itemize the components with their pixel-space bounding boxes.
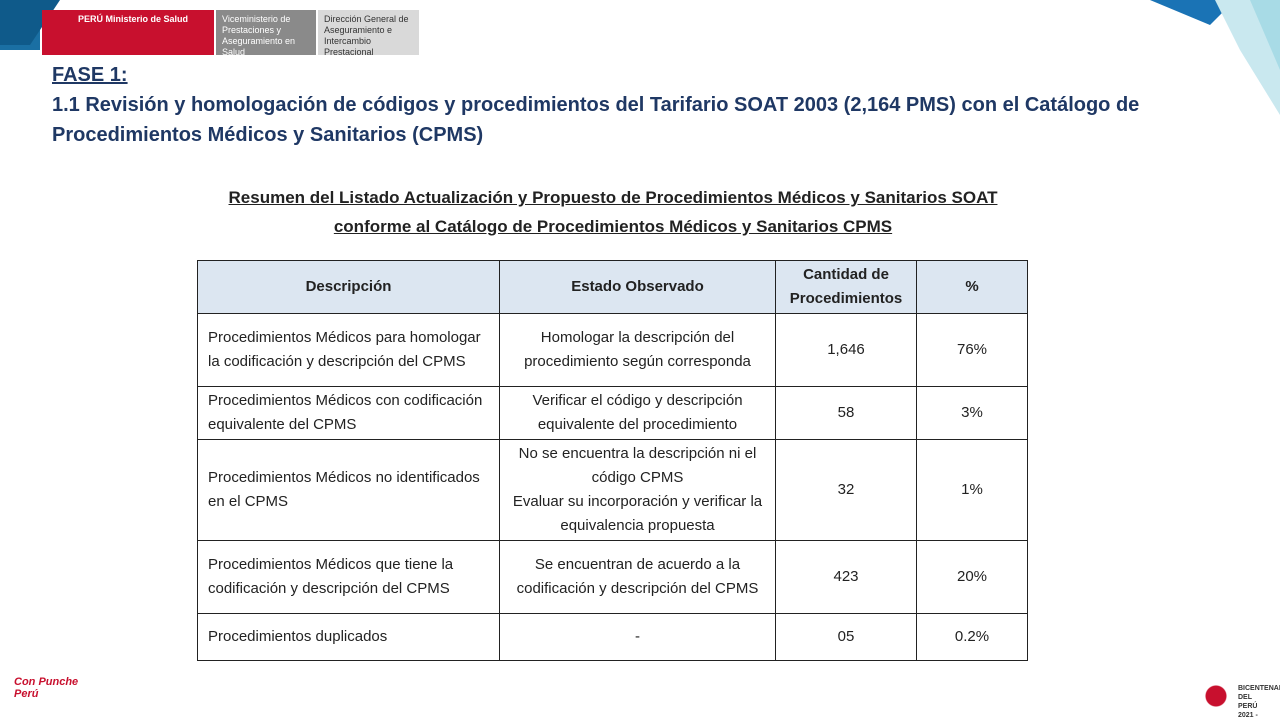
table-cell: Procedimientos Médicos con codificación … bbox=[197, 386, 500, 440]
table-cell: 76% bbox=[916, 313, 1028, 387]
table-cell: Verificar el código y descripción equiva… bbox=[499, 386, 776, 440]
logo-dg: Dirección General de Aseguramiento e Int… bbox=[318, 10, 419, 57]
table-row: Procedimientos Médicos que tiene la codi… bbox=[197, 540, 1028, 614]
heading-title: 1.1 Revisión y homologación de códigos y… bbox=[52, 94, 1140, 146]
table-row: Procedimientos duplicados -05 0.2% bbox=[197, 613, 1028, 661]
header-row: Descripción Estado Observado Cantidad de P… bbox=[197, 260, 1028, 314]
heading: FASE 1: 1.1 Revisión y homologación de c… bbox=[52, 60, 1242, 150]
table-cell: 20% bbox=[916, 540, 1028, 614]
table-title: conforme al Catálogo de Procedimientos M… bbox=[333, 217, 893, 236]
table-cell: Procedimientos Médicos para homologar la… bbox=[197, 313, 500, 387]
column-header: Descripción bbox=[197, 260, 500, 314]
table: Descripción Estado Observado Cantidad de P… bbox=[197, 260, 1028, 661]
table-cell: 3% bbox=[916, 386, 1028, 440]
table-cell: 1,646 bbox=[775, 313, 917, 387]
table-cell: 05 bbox=[775, 613, 917, 661]
table-cell: 32 bbox=[775, 439, 917, 541]
column-header: % bbox=[916, 260, 1028, 314]
phase: FASE 1: bbox=[52, 64, 128, 86]
table-row: Procedimientos Médicos con codificación … bbox=[197, 386, 1028, 440]
table-cell: 1% bbox=[916, 439, 1028, 541]
table-cell: 0.2% bbox=[916, 613, 1028, 661]
logo-bicentenario: BICENTENARIO DEL PERÚ 2021 - 2024 bbox=[1170, 684, 1280, 720]
table-cell: Se encuentran de acuerdo a la codificaci… bbox=[499, 540, 776, 614]
column-header: Cantidad de Procedimientos bbox=[775, 260, 917, 314]
table-title: Resumen del Listado Actualización y Prop… bbox=[228, 188, 998, 207]
table-cell: Procedimientos Médicos que tiene la codi… bbox=[197, 540, 500, 614]
column-header: Estado Observado bbox=[499, 260, 776, 314]
logo-vice: Viceministerio de Prestaciones y Asegura… bbox=[216, 10, 316, 57]
logo-minsa: PERÚ Ministerio de Salud bbox=[42, 10, 214, 55]
table-cell: 58 bbox=[775, 386, 917, 440]
table-cell: Procedimientos Médicos no identificados … bbox=[197, 439, 500, 541]
table-cell: No se encuentra la descripción ni el cód… bbox=[499, 439, 776, 541]
table-cell: 423 bbox=[775, 540, 917, 614]
table-cell: - bbox=[499, 613, 776, 661]
table-row: Procedimientos Médicos no identificados … bbox=[197, 439, 1028, 541]
table-cell: Homologar la descripción del procedimien… bbox=[499, 313, 776, 387]
table-cell: Procedimientos duplicados bbox=[197, 613, 500, 661]
table-row: Procedimientos Médicos para homologar la… bbox=[197, 313, 1028, 387]
logo-punche: Con Punche Perú bbox=[14, 676, 79, 700]
